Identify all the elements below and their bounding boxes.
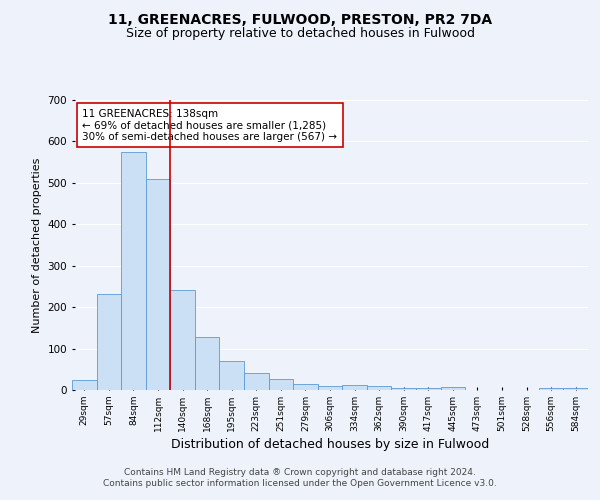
Bar <box>195 338 220 390</box>
Text: Contains HM Land Registry data ® Crown copyright and database right 2024.
Contai: Contains HM Land Registry data ® Crown c… <box>103 468 497 487</box>
Bar <box>121 152 146 390</box>
Bar <box>416 388 440 390</box>
Bar <box>539 388 563 390</box>
Bar <box>269 379 293 390</box>
X-axis label: Distribution of detached houses by size in Fulwood: Distribution of detached houses by size … <box>171 438 489 451</box>
Bar <box>170 290 195 390</box>
Bar <box>293 384 318 390</box>
Bar <box>391 388 416 390</box>
Text: 11 GREENACRES: 138sqm
← 69% of detached houses are smaller (1,285)
30% of semi-d: 11 GREENACRES: 138sqm ← 69% of detached … <box>82 108 337 142</box>
Text: 11, GREENACRES, FULWOOD, PRESTON, PR2 7DA: 11, GREENACRES, FULWOOD, PRESTON, PR2 7D… <box>108 12 492 26</box>
Bar <box>220 361 244 390</box>
Y-axis label: Number of detached properties: Number of detached properties <box>32 158 42 332</box>
Bar <box>563 388 588 390</box>
Bar <box>367 386 391 390</box>
Bar <box>244 372 269 390</box>
Text: Size of property relative to detached houses in Fulwood: Size of property relative to detached ho… <box>125 28 475 40</box>
Bar <box>72 380 97 390</box>
Bar <box>97 294 121 390</box>
Bar <box>318 386 342 390</box>
Bar <box>146 178 170 390</box>
Bar <box>342 385 367 390</box>
Bar <box>440 386 465 390</box>
